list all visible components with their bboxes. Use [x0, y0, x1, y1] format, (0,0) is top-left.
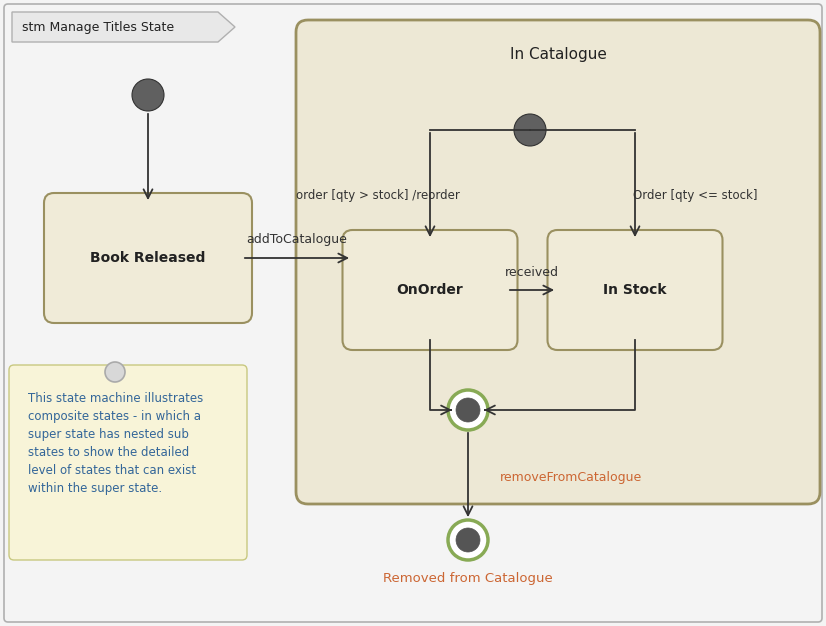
FancyBboxPatch shape: [343, 230, 518, 350]
FancyBboxPatch shape: [44, 193, 252, 323]
Circle shape: [514, 114, 546, 146]
Circle shape: [456, 398, 480, 422]
Text: This state machine illustrates
composite states - in which a
super state has nes: This state machine illustrates composite…: [28, 392, 203, 495]
Circle shape: [456, 528, 480, 552]
Text: received: received: [505, 265, 559, 279]
Text: removeFromCatalogue: removeFromCatalogue: [500, 471, 643, 485]
Circle shape: [105, 362, 125, 382]
FancyBboxPatch shape: [4, 4, 822, 622]
Text: Book Released: Book Released: [90, 251, 206, 265]
FancyBboxPatch shape: [9, 365, 247, 560]
Text: Removed from Catalogue: Removed from Catalogue: [383, 572, 553, 585]
Circle shape: [448, 390, 488, 430]
Text: Order [qty <= stock]: Order [qty <= stock]: [633, 188, 757, 202]
Circle shape: [448, 520, 488, 560]
Text: addToCatalogue: addToCatalogue: [247, 233, 348, 247]
Text: In Stock: In Stock: [603, 283, 667, 297]
Text: OnOrder: OnOrder: [396, 283, 463, 297]
Polygon shape: [12, 12, 235, 42]
FancyBboxPatch shape: [548, 230, 723, 350]
FancyBboxPatch shape: [296, 20, 820, 504]
Text: In Catalogue: In Catalogue: [510, 46, 606, 61]
Circle shape: [132, 79, 164, 111]
Text: order [qty > stock] /reorder: order [qty > stock] /reorder: [296, 188, 460, 202]
Text: stm Manage Titles State: stm Manage Titles State: [22, 21, 174, 34]
